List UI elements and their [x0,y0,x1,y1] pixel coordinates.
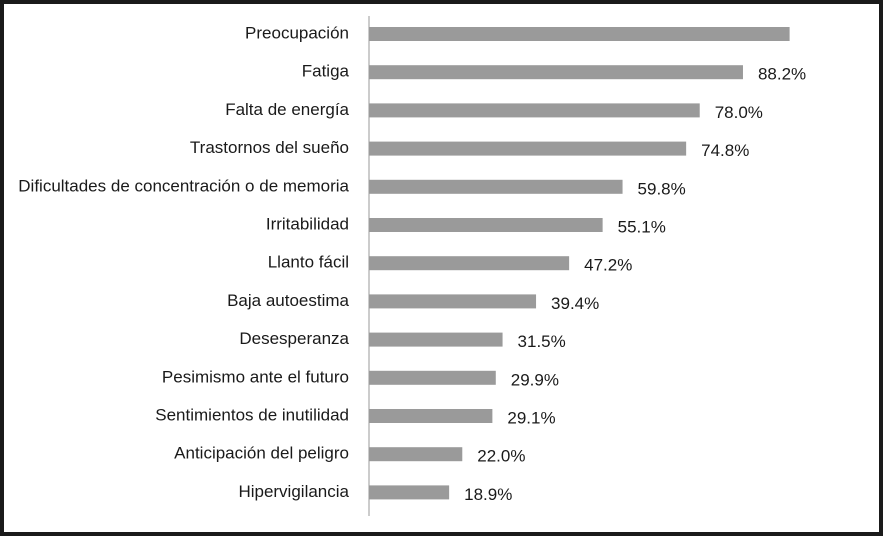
bar [369,141,687,156]
bar [369,332,503,347]
category-label: Irritabilidad [266,214,349,233]
value-label: 47.2% [584,256,632,275]
bar [369,447,463,462]
category-label: Anticipación del peligro [174,444,349,463]
bar [369,103,700,118]
bar [369,409,493,423]
value-label: 88.2% [758,65,806,84]
bar [369,485,450,500]
bar [369,294,537,309]
category-label: Preocupación [245,23,349,42]
category-label: Fatiga [302,62,350,81]
bar [369,27,790,41]
bar [369,179,623,194]
category-label: Pesimismo ante el futuro [162,367,349,386]
value-label: 39.4% [551,294,599,313]
value-label: 78.0% [715,103,763,122]
value-label: 18.9% [464,485,512,504]
bar [369,65,743,80]
category-label: Sentimientos de inutilidad [155,405,349,424]
value-label: 59.8% [638,179,686,198]
category-label: Hipervigilancia [238,482,349,501]
bar [369,256,570,271]
value-label: 31.5% [518,332,566,351]
category-label: Baja autoestima [227,291,349,310]
value-label: 22.0% [477,447,525,466]
bar [369,218,603,232]
category-label: Trastornos del sueño [190,138,349,157]
value-label: 55.1% [618,217,666,236]
category-label: Desesperanza [239,329,349,348]
value-label: 29.9% [511,370,559,389]
bar [369,370,496,385]
value-label: 74.8% [701,141,749,160]
category-label: Falta de energía [225,100,349,119]
category-label: Dificultades de concentración o de memor… [18,176,349,195]
category-label: Llanto fácil [268,253,349,272]
value-label: 29.1% [507,408,555,427]
